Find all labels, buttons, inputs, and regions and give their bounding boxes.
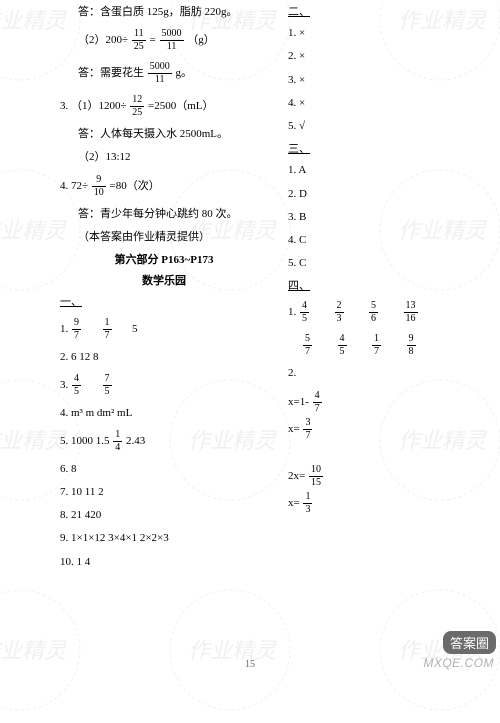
list-item: 1. 97 17 5 xyxy=(60,318,270,341)
list-item: 9. 1×1×12 3×4×1 2×2×3 xyxy=(60,532,270,545)
list-item: 4. × xyxy=(288,97,480,110)
list-item: 3. × xyxy=(288,74,480,87)
calc-line: （2）200÷ 1125 = 500011 （g） xyxy=(78,29,270,52)
list-item: 4. m³ m dm² mL xyxy=(60,407,270,420)
sub-heading: 数学乐园 xyxy=(58,275,270,288)
list-item: 2. × xyxy=(288,50,480,63)
answer-text: 答：青少年每分钟心跳约 80 次。 xyxy=(78,208,270,221)
list-item: 3. 45 75 xyxy=(60,374,270,397)
calc-line: 3. （1）1200÷ 1225 =2500（mL） xyxy=(60,95,270,118)
credit-text: （本答案由作业精灵提供） xyxy=(78,231,270,244)
list-item: 1. 45 23 56 1316 xyxy=(288,301,480,324)
group-heading: 二、 xyxy=(288,6,480,19)
corner-url: MXQE.COM xyxy=(423,656,494,670)
group-heading: 三、 xyxy=(288,143,480,156)
list-item: 2. 6 12 8 xyxy=(60,351,270,364)
section-heading: 第六部分 P163~P173 xyxy=(58,254,270,267)
list-item: 5. C xyxy=(288,257,480,270)
page-root: 作业精灵 作业精灵 作业精灵 作业精灵 作业精灵 作业精灵 作业精灵 作业精灵 … xyxy=(0,0,500,674)
equation-line: 2x= 1015 xyxy=(288,465,480,488)
list-item: 7. 10 11 2 xyxy=(60,486,270,499)
right-column: 二、 1. × 2. × 3. × 4. × 5. √ 三、 1. A 2. D… xyxy=(280,6,480,674)
equation-line: x= 37 xyxy=(288,418,480,441)
list-item: 10. 1 4 xyxy=(60,556,270,569)
list-item: 1. × xyxy=(288,27,480,40)
answer-text: 答：人体每天摄入水 2500mL。 xyxy=(78,128,270,141)
left-column: 答：含蛋白质 125g，脂肪 220g。 （2）200÷ 1125 = 5000… xyxy=(0,6,280,674)
equation-line: x= 13 xyxy=(288,492,480,515)
list-item: 6. 8 xyxy=(60,463,270,476)
equation-line: x=1- 47 xyxy=(288,391,480,414)
list-item: 8. 21 420 xyxy=(60,509,270,522)
list-item: 1. A xyxy=(288,164,480,177)
list-item: 2. xyxy=(288,367,480,380)
calc-line: 4. 72÷ 910 =80（次） xyxy=(60,175,270,198)
list-item: 3. B xyxy=(288,211,480,224)
group-heading: 一、 xyxy=(60,296,270,309)
answer-text: （2）13:12 xyxy=(78,151,270,164)
corner-badge: 答案圈 xyxy=(443,631,496,654)
list-item: 2. D xyxy=(288,188,480,201)
list-item: 5. √ xyxy=(288,120,480,133)
content-columns: 答：含蛋白质 125g，脂肪 220g。 （2）200÷ 1125 = 5000… xyxy=(0,6,500,674)
group-heading: 四、 xyxy=(288,280,480,293)
answer-text: 答：需要花生 500011 g。 xyxy=(78,62,270,85)
list-item: 4. C xyxy=(288,234,480,247)
list-item: 5. 1000 1.5 14 2.43 xyxy=(60,430,270,453)
list-item: 57 45 17 98 xyxy=(288,334,480,357)
answer-text: 答：含蛋白质 125g，脂肪 220g。 xyxy=(78,6,270,19)
